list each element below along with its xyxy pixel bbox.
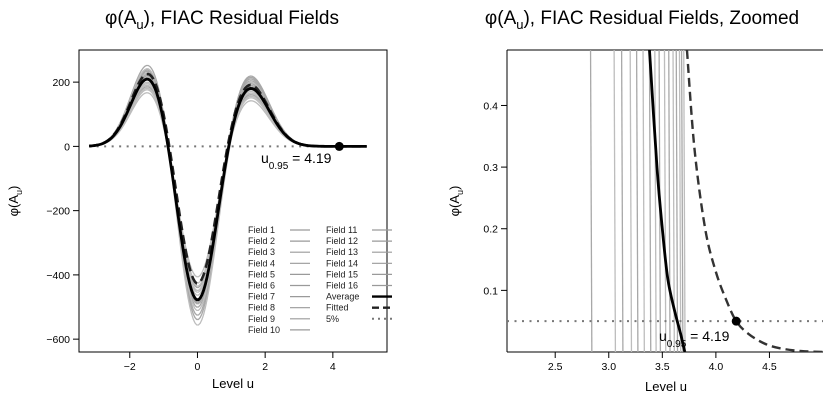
- chart-left-legend-label: Field 15: [326, 269, 358, 279]
- chart-right-x-tick-label: 2.5: [548, 361, 563, 373]
- chart-right-y-tick-label: 0.2: [483, 224, 498, 236]
- chart-right-field-curve: [663, 50, 667, 352]
- chart-left-legend-label: Field 9: [248, 314, 275, 324]
- chart-left-y-tick-label: 200: [52, 77, 70, 89]
- chart-right-y-tick-label: 0.4: [483, 100, 498, 112]
- chart-left-legend-label: Field 11: [326, 225, 357, 235]
- chart-left-legend-label: Fitted: [326, 303, 349, 313]
- chart-left-x-tick-label: 4: [330, 361, 336, 373]
- chart-left-legend-label: Field 16: [326, 281, 358, 291]
- chart-right-field-curve: [648, 50, 652, 352]
- chart-right-field-curve: [668, 50, 671, 352]
- chart-right-field-curve: [654, 50, 657, 352]
- chart-left-x-tick-label: −2: [124, 361, 136, 373]
- chart-right-title: φ(Au), FIAC Residual Fields, Zoomed: [485, 8, 799, 32]
- chart-right-x-axis-label: Level u: [645, 379, 687, 394]
- chart-left-y-tick-label: 0: [64, 141, 70, 153]
- chart-left-y-tick-label: −400: [46, 270, 70, 282]
- chart-right-field-curve: [629, 50, 633, 352]
- chart-left-legend-label: Field 3: [248, 247, 275, 257]
- chart-right-field-curve: [589, 50, 593, 352]
- chart-right-y-tick-label: 0.1: [483, 285, 498, 297]
- chart-left-legend-label: Field 6: [248, 281, 275, 291]
- chart-right-x-tick-label: 3.0: [601, 361, 616, 373]
- chart-left-average-curve: [89, 77, 367, 302]
- chart-left-y-axis: −600 −400 −200 0 200: [46, 77, 79, 346]
- chart-right-x-tick-label: 4.5: [762, 361, 777, 373]
- chart-left-x-axis: −2 0 2 4: [124, 351, 336, 373]
- chart-right-y-axis: 0.1 0.2 0.3 0.4: [483, 100, 507, 297]
- chart-left-legend-label: Field 12: [326, 236, 358, 246]
- chart-right-x-tick-label: 3.5: [655, 361, 670, 373]
- chart-right-fitted-curve: [685, 50, 823, 352]
- chart-right-y-tick-label: 0.3: [483, 162, 498, 174]
- chart-left-legend-label: Field 1: [248, 225, 275, 235]
- chart-right-field-curve: [642, 50, 645, 352]
- chart-right-x-axis: 2.5 3.0 3.5 4.0 4.5: [548, 352, 777, 373]
- chart-right-y-axis-label: φ(Au): [447, 186, 465, 217]
- chart-right-field-curves: [589, 50, 686, 352]
- chart-left-legend-label: Field 8: [248, 303, 275, 313]
- chart-left-legend-label: Field 2: [248, 236, 275, 246]
- chart-left-legend-label: Average: [326, 292, 359, 302]
- chart-right-annotation: u0.95 = 4.19: [659, 328, 730, 350]
- chart-right-field-curve: [678, 50, 682, 352]
- chart-left-legend-label: Field 10: [248, 325, 280, 335]
- chart-left-x-tick-label: 2: [262, 361, 268, 373]
- chart-left-x-axis-label: Level u: [212, 376, 254, 391]
- chart-right: φ(Au), FIAC Residual Fields, Zoomed u0.9…: [447, 8, 823, 394]
- chart-left-legend-label: Field 13: [326, 247, 358, 257]
- chart-left-title: φ(Au), FIAC Residual Fields: [105, 8, 339, 32]
- chart-right-field-curve: [683, 50, 686, 352]
- chart-right-field-curve: [613, 50, 617, 352]
- chart-left-legend-label: Field 14: [326, 258, 358, 268]
- chart-left-y-tick-label: −200: [46, 206, 70, 218]
- chart-left-fitted-curve: [89, 72, 367, 285]
- chart-right-average-curve: [648, 50, 687, 352]
- chart-left-x-tick-label: 0: [195, 361, 201, 373]
- chart-right-field-curve: [620, 50, 624, 352]
- chart-left-y-tick-label: −600: [46, 334, 70, 346]
- chart-left: φ(Au), FIAC Residual Fields u0.95 = 4.19…: [6, 8, 392, 391]
- chart-right-field-curve: [672, 50, 675, 352]
- chart-left-legend-label: Field 4: [248, 258, 275, 268]
- chart-left-legend-label: Field 5: [248, 269, 275, 279]
- chart-left-legend-label: Field 7: [248, 292, 275, 302]
- chart-left-y-axis-label: φ(Au): [6, 186, 24, 217]
- chart-right-x-tick-label: 4.0: [709, 361, 724, 373]
- chart-right-field-curve: [675, 50, 679, 352]
- chart-right-quantile-marker: [731, 316, 741, 326]
- chart-right-field-curve: [635, 50, 639, 352]
- chart-left-annotation: u0.95 = 4.19: [261, 150, 332, 172]
- chart-left-legend-label: 5%: [326, 314, 339, 324]
- chart-left-quantile-marker: [334, 141, 344, 151]
- chart-right-field-curve: [680, 50, 684, 352]
